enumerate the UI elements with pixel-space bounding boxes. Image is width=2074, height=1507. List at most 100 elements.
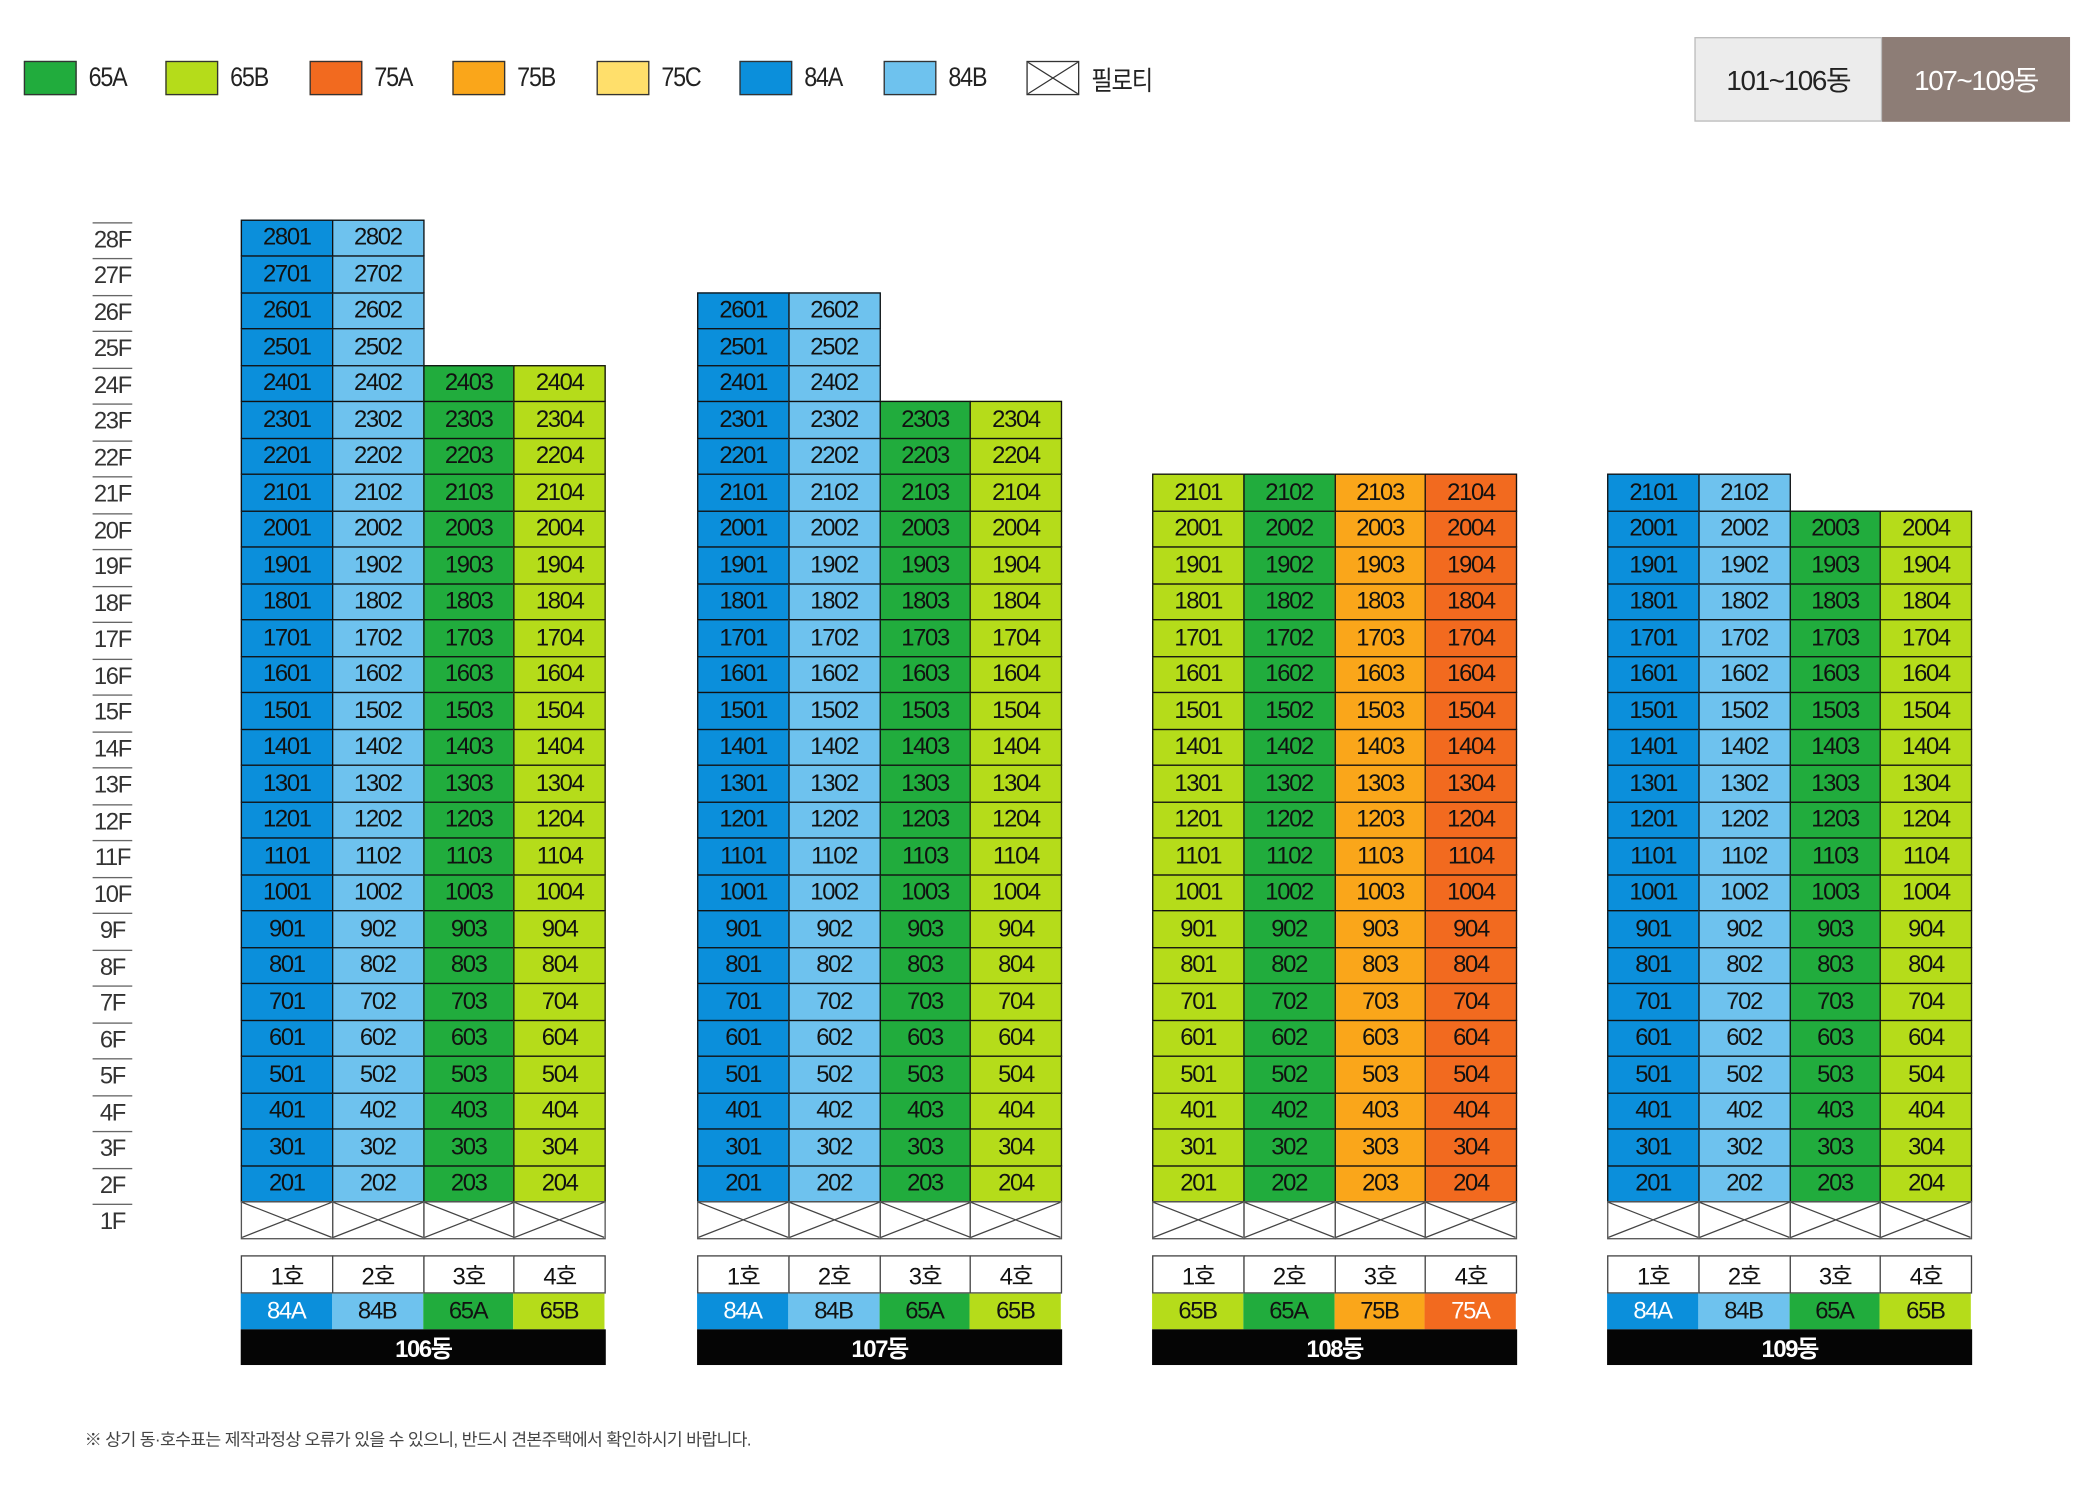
unit-cell: 203	[1333, 1164, 1427, 1203]
unit-cell: 1501	[1152, 691, 1245, 730]
unit-cell: 1202	[331, 800, 424, 839]
unit-cell: 602	[331, 1019, 424, 1057]
legend-item-7: 필로티	[1026, 60, 1160, 97]
unit-cell: 2203	[422, 437, 515, 475]
unit-cell: 502	[331, 1055, 424, 1094]
unit-cell: 603	[422, 1019, 515, 1057]
legend-label: 65A	[88, 62, 128, 92]
unit-cell: 1903	[1333, 546, 1427, 584]
unit-cell: 303	[878, 1128, 972, 1166]
floor-label: 25F	[92, 330, 132, 363]
unit-cell: 2701	[240, 255, 333, 293]
unit-cell: 1602	[787, 655, 881, 694]
unit-cell: 701	[1152, 982, 1245, 1021]
unit-cell: 901	[240, 910, 333, 948]
unit-cell: 2304	[513, 400, 606, 439]
unit-cell: 1901	[697, 546, 790, 584]
unit-cell: 1103	[422, 837, 515, 875]
unit-cell: 2303	[422, 400, 515, 439]
unit-cell: 1704	[1879, 619, 1973, 657]
floor-label: 15F	[92, 694, 132, 726]
tab-buildings-101-106[interactable]: 101~106동	[1694, 37, 1883, 122]
unit-cell: 304	[1879, 1128, 1973, 1166]
type-label: 84B	[787, 1293, 879, 1330]
unit-cell: 202	[1243, 1164, 1336, 1203]
unit-cell: 2602	[331, 291, 424, 330]
unit-cell: 1304	[1424, 764, 1518, 803]
building-name: 109동	[1607, 1329, 1973, 1366]
piloti-cross-icon	[1244, 1202, 1334, 1238]
floor-label: 22F	[92, 439, 132, 472]
unit-cell: 1902	[331, 546, 424, 584]
unit-cell: 703	[1788, 982, 1882, 1021]
ho-label: 4호	[1879, 1255, 1973, 1294]
type-label: 65A	[1243, 1293, 1334, 1330]
floor-label: 7F	[92, 985, 133, 1017]
unit-cell: 1703	[1788, 619, 1882, 657]
unit-cell: 801	[1607, 946, 1700, 985]
floor-label: 6F	[92, 1021, 133, 1054]
unit-cell: 1303	[422, 764, 515, 803]
unit-cell: 403	[878, 1091, 972, 1130]
unit-cell: 1302	[787, 764, 881, 803]
unit-cell: 1104	[1879, 837, 1973, 875]
unit-cell: 702	[787, 982, 881, 1021]
unit-cell: 1203	[422, 800, 515, 839]
legend-label: 65B	[230, 62, 269, 92]
unit-cell: 2302	[787, 400, 881, 439]
unit-cell: 2203	[878, 437, 972, 475]
ho-label: 3호	[1788, 1255, 1882, 1294]
unit-cell: 1401	[240, 728, 333, 766]
unit-cell: 803	[1333, 946, 1427, 985]
unit-cell: 301	[240, 1128, 333, 1166]
legend-item-4: 75C	[596, 60, 706, 97]
unit-cell: 504	[1879, 1055, 1973, 1094]
unit-cell: 1501	[697, 691, 790, 730]
unit-cell: 2102	[787, 473, 881, 512]
floor-label: 8F	[92, 949, 133, 981]
unit-cell: 204	[1424, 1164, 1518, 1203]
unit-cell: 1004	[513, 873, 606, 912]
unit-cell: 2104	[513, 473, 606, 512]
unit-cell: 404	[1424, 1091, 1518, 1130]
unit-cell: 703	[878, 982, 972, 1021]
unit-cell: 703	[1333, 982, 1427, 1021]
unit-cell: 903	[878, 910, 972, 948]
unit-cell: 2102	[331, 473, 424, 512]
legend-item-2: 75A	[309, 60, 418, 97]
unit-cell: 901	[697, 910, 790, 948]
unit-cell: 304	[513, 1128, 606, 1166]
floor-label: 27F	[92, 257, 132, 290]
unit-cell: 402	[1243, 1091, 1336, 1130]
unit-cell: 1604	[1424, 655, 1518, 694]
unit-cell: 303	[422, 1128, 515, 1166]
unit-cell: 302	[1698, 1128, 1791, 1166]
type-label: 84A	[240, 1293, 332, 1330]
unit-cell: 2402	[787, 364, 881, 403]
piloti-cell	[513, 1201, 606, 1239]
unit-cell: 601	[1607, 1019, 1700, 1057]
unit-cell: 2104	[969, 473, 1063, 512]
unit-cell: 804	[969, 946, 1063, 985]
unit-cell: 1401	[1607, 728, 1700, 766]
unit-cell: 1402	[331, 728, 424, 766]
piloti-cell	[1243, 1201, 1336, 1239]
unit-cell: 1503	[422, 691, 515, 730]
piloti-cross-icon	[423, 1202, 514, 1238]
floor-label: 26F	[92, 294, 132, 326]
piloti-cell	[1152, 1201, 1245, 1239]
unit-cell: 2102	[1243, 473, 1336, 512]
unit-cell: 704	[1424, 982, 1518, 1021]
unit-cell: 904	[1879, 910, 1973, 948]
ho-label: 1호	[240, 1255, 333, 1294]
unit-cell: 2002	[331, 509, 424, 548]
unit-cell: 1103	[1788, 837, 1882, 875]
unit-cell: 1804	[1879, 582, 1973, 621]
tab-buildings-107-109[interactable]: 107~109동	[1882, 37, 2071, 122]
unit-cell: 1003	[1333, 873, 1427, 912]
unit-cell: 1503	[878, 691, 972, 730]
building-name: 106동	[240, 1329, 606, 1366]
piloti-cross-icon	[698, 1202, 788, 1238]
unit-cell: 502	[1698, 1055, 1791, 1094]
